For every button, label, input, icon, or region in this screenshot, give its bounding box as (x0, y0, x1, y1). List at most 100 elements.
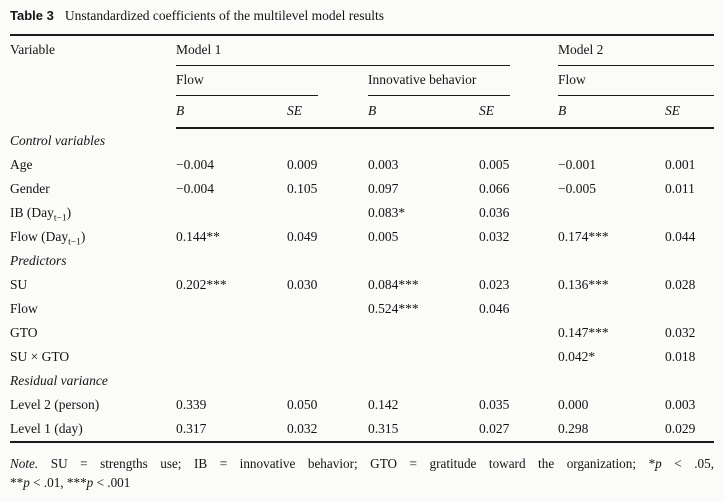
data-cell: 0.023 (479, 277, 510, 292)
data-cell: 0.001 (665, 157, 696, 172)
note-label: Note. (10, 456, 39, 471)
data-cell: −0.001 (558, 157, 596, 172)
data-cell: −0.004 (176, 157, 214, 172)
column-header-se-model1: SE (287, 96, 368, 129)
table-row-flow: Flow 0.524*** 0.046 (10, 297, 714, 321)
model1-label: Model 1 (176, 42, 222, 57)
data-cell: 0.032 (665, 325, 696, 340)
table-caption-text: Unstandardized coefficients of the multi… (64, 8, 384, 23)
innovative-behavior-label: Innovative behavior (368, 72, 477, 87)
data-cell: 0.097 (368, 181, 399, 196)
table-header: Variable Model 1 Model 2 Flow Innovative (10, 35, 714, 129)
data-cell: 0.030 (287, 277, 318, 292)
row-label: Flow (Dayt−1) (10, 229, 86, 248)
data-cell: 0.036 (479, 205, 510, 220)
data-cell: 0.027 (479, 417, 558, 443)
column-header-b-model1: B (176, 96, 287, 129)
table-body: Control variables Age −0.004 0.009 0.003… (10, 128, 714, 443)
table-number-label: Table 3 (10, 8, 54, 23)
data-cell: 0.029 (665, 417, 714, 443)
section-label: Control variables (10, 133, 106, 148)
section-row-predictors: Predictors (10, 249, 714, 273)
table-row-level2: Level 2 (person) 0.339 0.050 0.142 0.035… (10, 393, 714, 417)
data-cell: 0.315 (368, 417, 479, 443)
column-group-flow1: Flow (176, 66, 368, 96)
data-cell: 0.032 (287, 417, 368, 443)
row-label: Level 2 (person) (10, 397, 100, 412)
column-group-flow2: Flow (558, 66, 714, 96)
table-row-su-x-gto: SU × GTO 0.042* 0.018 (10, 345, 714, 369)
column-header-se-model2: SE (665, 96, 714, 129)
data-cell: 0.174*** (558, 229, 609, 244)
data-cell (558, 201, 665, 225)
model1-spanner-rule (176, 58, 510, 66)
data-cell (176, 201, 287, 225)
data-cell: 0.028 (665, 277, 696, 292)
sig-threshold-1: *p < .05, (648, 456, 715, 471)
table-note: Note. SU = strengths use; IB = innovativ… (10, 454, 714, 492)
data-cell (176, 345, 287, 369)
section-label: Predictors (10, 253, 67, 268)
data-cell: 0.147*** (558, 325, 609, 340)
data-cell (665, 297, 714, 321)
data-cell (368, 345, 479, 369)
data-cell (176, 297, 287, 321)
data-cell (665, 201, 714, 225)
data-cell: −0.005 (558, 181, 596, 196)
data-cell: 0.105 (287, 181, 318, 196)
row-label: Level 1 (day) (10, 417, 176, 443)
flow2-spanner-rule (558, 88, 714, 96)
data-cell: 0.136*** (558, 277, 609, 292)
data-cell: 0.011 (665, 181, 695, 196)
row-label: Gender (10, 181, 50, 196)
subscript: t−1 (53, 213, 67, 224)
subscript: t−1 (68, 237, 81, 248)
table-row-gto: GTO 0.147*** 0.032 (10, 321, 714, 345)
data-cell: 0.142 (368, 397, 399, 412)
header-row-statistics: B SE B SE B SE (10, 96, 714, 129)
data-cell (287, 201, 368, 225)
data-cell: 0.083* (368, 205, 406, 220)
note-definitions: SU = strengths use; IB = innovative beha… (50, 456, 637, 471)
row-label: Flow (10, 301, 38, 316)
data-cell: 0.049 (287, 229, 318, 244)
table-row-level1: Level 1 (day) 0.317 0.032 0.315 0.027 0.… (10, 417, 714, 443)
column-header-b-ib: B (368, 96, 479, 129)
note-line-1: Note. SU = strengths use; IB = innovativ… (10, 454, 714, 473)
note-line-2: **p < .01, ***p < .001 (10, 473, 714, 492)
data-cell: 0.046 (479, 301, 510, 316)
column-header-b-model2: B (558, 96, 665, 129)
innovative-behavior-spanner-rule (368, 88, 510, 96)
column-group-model2: Model 2 (558, 35, 714, 66)
data-cell: 0.003 (665, 397, 696, 412)
data-cell (287, 321, 368, 345)
section-label: Residual variance (10, 373, 108, 388)
flow1-spanner-rule (176, 88, 318, 96)
model2-label: Model 2 (558, 42, 604, 57)
data-cell (287, 345, 368, 369)
header-row-models: Variable Model 1 Model 2 (10, 35, 714, 66)
section-row-residual-variance: Residual variance (10, 369, 714, 393)
data-cell: 0.050 (287, 397, 318, 412)
data-cell: 0.202*** (176, 277, 227, 292)
data-cell: 0.032 (479, 229, 510, 244)
sig-threshold-2: **p < .01, (10, 475, 64, 490)
table-row-gender: Gender −0.004 0.105 0.097 0.066 −0.005 0… (10, 177, 714, 201)
data-cell: 0.317 (176, 417, 287, 443)
table-caption: Table 3 Unstandardized coefficients of th… (10, 6, 714, 25)
data-cell: 0.005 (368, 229, 399, 244)
column-group-innovative-behavior: Innovative behavior (368, 66, 558, 96)
data-cell (558, 297, 665, 321)
flow1-label: Flow (176, 72, 204, 87)
results-table: Variable Model 1 Model 2 Flow Innovative (10, 34, 714, 443)
table-row-age: Age −0.004 0.009 0.003 0.005 −0.001 0.00… (10, 153, 714, 177)
row-label: SU (10, 277, 28, 292)
row-label: GTO (10, 325, 38, 340)
data-cell: 0.018 (665, 349, 696, 364)
column-header-se-ib: SE (479, 96, 558, 129)
row-label: IB (Dayt−1) (10, 205, 72, 224)
model2-spanner-rule (558, 58, 714, 66)
data-cell (176, 321, 287, 345)
data-cell: −0.004 (176, 181, 214, 196)
